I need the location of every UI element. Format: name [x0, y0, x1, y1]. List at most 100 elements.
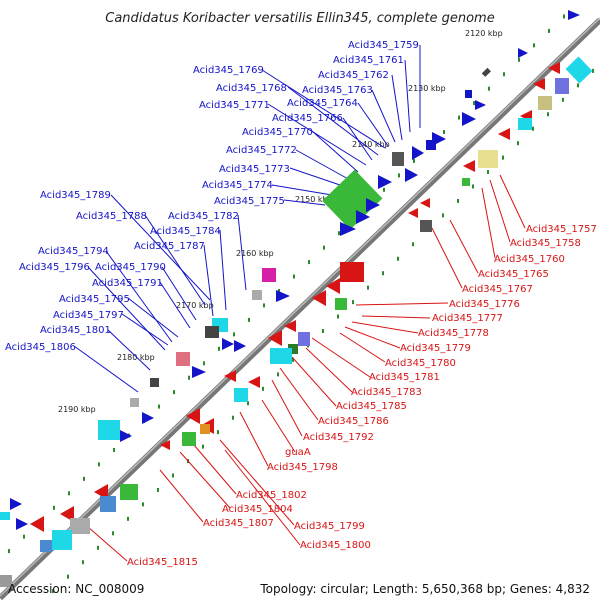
gene-label: Acid345_1768	[216, 83, 287, 94]
track-tick	[458, 115, 460, 120]
gene-label: Acid345_1807	[203, 518, 274, 529]
track-tick	[337, 314, 339, 319]
gene-label: Acid345_1799	[294, 521, 365, 532]
gene-label: Acid345_1776	[449, 299, 520, 310]
gene-label: Acid345_1789	[40, 190, 111, 201]
track-tick	[293, 274, 295, 279]
track-tick	[157, 487, 159, 492]
track-tick	[262, 386, 264, 391]
gene-label: Acid345_1766	[272, 113, 343, 124]
track-tick	[277, 372, 279, 377]
kbp-tick: 2170 kbp	[176, 301, 214, 310]
gene-label: Acid345_1787	[134, 241, 205, 252]
track-tick	[278, 289, 280, 293]
track-tick	[547, 112, 549, 117]
track-tick	[52, 589, 54, 594]
gene-label: Acid345_1767	[462, 284, 533, 295]
track-tick	[83, 476, 85, 481]
track-tick	[532, 126, 534, 131]
kbp-tick: 2190 kbp	[58, 405, 96, 414]
minus-features	[0, 56, 593, 587]
gene-label: Acid345_1781	[369, 372, 440, 383]
track-tick	[517, 141, 519, 146]
kbp-tick: 2160 kbp	[236, 249, 274, 258]
gene-label: Acid345_1778	[418, 328, 489, 339]
kbp-tick: 2180 kbp	[117, 353, 155, 362]
gene-label: Acid345_1775	[214, 196, 285, 207]
track-tick	[562, 97, 564, 102]
track-tick	[172, 473, 174, 478]
track-tick	[97, 545, 99, 550]
backbone-dots	[8, 14, 594, 594]
track-tick	[82, 560, 84, 565]
track-tick	[53, 505, 55, 510]
gene-label: Acid345_1760	[494, 254, 565, 265]
gene-label: Acid345_1798	[267, 462, 338, 473]
gene-label: Acid345_1774	[202, 180, 273, 191]
track-tick	[338, 231, 340, 236]
track-tick	[592, 68, 594, 73]
accession-text: Accession: NC_008009	[8, 582, 145, 596]
minus-labels: Acid345_1757 Acid345_1758 Acid345_1760 A…	[127, 224, 597, 568]
plus-features	[0, 10, 580, 530]
track-tick	[487, 170, 489, 175]
gene-label: Acid345_1765	[478, 269, 549, 280]
track-tick	[68, 491, 70, 496]
gene-label: Acid345_1782	[168, 211, 239, 222]
track-tick	[23, 534, 25, 539]
kbp-tick: 2140 kbp	[352, 140, 390, 149]
track-tick	[263, 303, 265, 308]
gene-label: Acid345_1801	[40, 325, 111, 336]
gene-label: Acid345_1795	[59, 294, 130, 305]
plus-leader-lines	[73, 45, 421, 393]
gene-label: Acid345_1802	[236, 490, 307, 501]
track-tick	[217, 430, 219, 435]
track-tick	[323, 245, 325, 250]
track-tick	[112, 531, 114, 536]
track-tick	[142, 502, 144, 507]
track-tick	[518, 57, 520, 62]
gene-label: Acid345_1771	[199, 100, 270, 111]
track-tick	[457, 198, 459, 203]
track-tick	[292, 357, 294, 362]
track-tick	[548, 28, 550, 33]
gene-label: Acid345_1783	[351, 387, 422, 398]
gene-label: Acid345_1788	[76, 211, 147, 222]
gene-label: Acid345_1777	[432, 313, 503, 324]
gene-label: Acid345_1790	[95, 262, 166, 273]
gene-label: Acid345_1791	[92, 278, 163, 289]
gene-label: Acid345_1796	[19, 262, 90, 273]
gene-label: Acid345_1762	[318, 70, 389, 81]
kbp-tick: 2120 kbp	[465, 29, 503, 38]
track-tick	[533, 43, 535, 48]
track-tick	[173, 390, 175, 395]
gene-label: guaA	[285, 447, 311, 458]
genome-summary-text: Topology: circular; Length: 5,650,368 bp…	[260, 582, 590, 596]
track-tick	[502, 155, 504, 160]
track-tick	[248, 317, 250, 322]
gene-label: Acid345_1763	[302, 85, 373, 96]
track-tick	[383, 187, 385, 192]
track-tick	[367, 285, 369, 290]
gene-label: Acid345_1804	[222, 504, 293, 515]
kbp-tick: 2150 kbp	[295, 195, 333, 204]
track-tick	[98, 462, 100, 467]
kbp-ticks: 2120 kbp 2130 kbp 2140 kbp 2150 kbp 2160…	[58, 29, 503, 414]
track-tick	[67, 574, 69, 579]
gene-label: Acid345_1797	[53, 310, 124, 321]
gene-label: Acid345_1772	[226, 145, 297, 156]
gene-label: Acid345_1773	[219, 164, 290, 175]
gene-label: Acid345_1759	[348, 40, 419, 51]
gene-label: Acid345_1792	[303, 432, 374, 443]
track-tick	[577, 83, 579, 88]
track-tick	[233, 332, 235, 337]
gene-label: Acid345_1757	[526, 224, 597, 235]
gene-label: Acid345_1785	[336, 401, 407, 412]
gene-label: Acid345_1815	[127, 557, 198, 568]
gene-label: Acid345_1784	[150, 226, 221, 237]
track-tick	[158, 404, 160, 409]
gene-label: Acid345_1770	[242, 127, 313, 138]
gene-label: Acid345_1780	[385, 358, 456, 369]
minus-leader-lines	[79, 174, 526, 562]
